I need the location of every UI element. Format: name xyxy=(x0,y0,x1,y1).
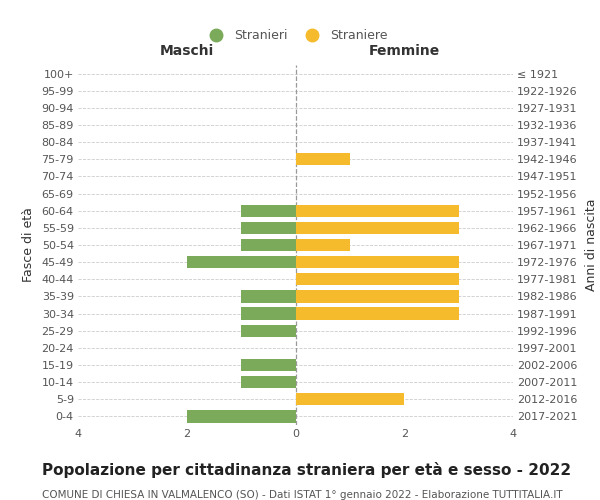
Bar xyxy=(241,204,296,217)
Bar xyxy=(187,256,296,268)
Text: COMUNE DI CHIESA IN VALMALENCO (SO) - Dati ISTAT 1° gennaio 2022 - Elaborazione : COMUNE DI CHIESA IN VALMALENCO (SO) - Da… xyxy=(42,490,563,500)
Bar xyxy=(296,393,404,406)
Bar xyxy=(296,204,458,217)
Bar xyxy=(241,308,296,320)
Y-axis label: Fasce di età: Fasce di età xyxy=(22,208,35,282)
Bar xyxy=(296,256,458,268)
Text: Maschi: Maschi xyxy=(160,44,214,58)
Bar xyxy=(296,308,458,320)
Bar xyxy=(296,273,458,285)
Bar xyxy=(241,376,296,388)
Bar xyxy=(241,359,296,371)
Legend: Stranieri, Straniere: Stranieri, Straniere xyxy=(199,24,392,48)
Bar xyxy=(241,222,296,234)
Bar xyxy=(296,290,458,302)
Bar xyxy=(296,239,350,251)
Bar xyxy=(296,222,458,234)
Y-axis label: Anni di nascita: Anni di nascita xyxy=(585,198,598,291)
Text: Femmine: Femmine xyxy=(368,44,440,58)
Text: Popolazione per cittadinanza straniera per età e sesso - 2022: Popolazione per cittadinanza straniera p… xyxy=(42,462,571,478)
Bar xyxy=(187,410,296,422)
Bar xyxy=(241,324,296,337)
Bar xyxy=(296,153,350,166)
Bar xyxy=(241,290,296,302)
Bar xyxy=(241,239,296,251)
